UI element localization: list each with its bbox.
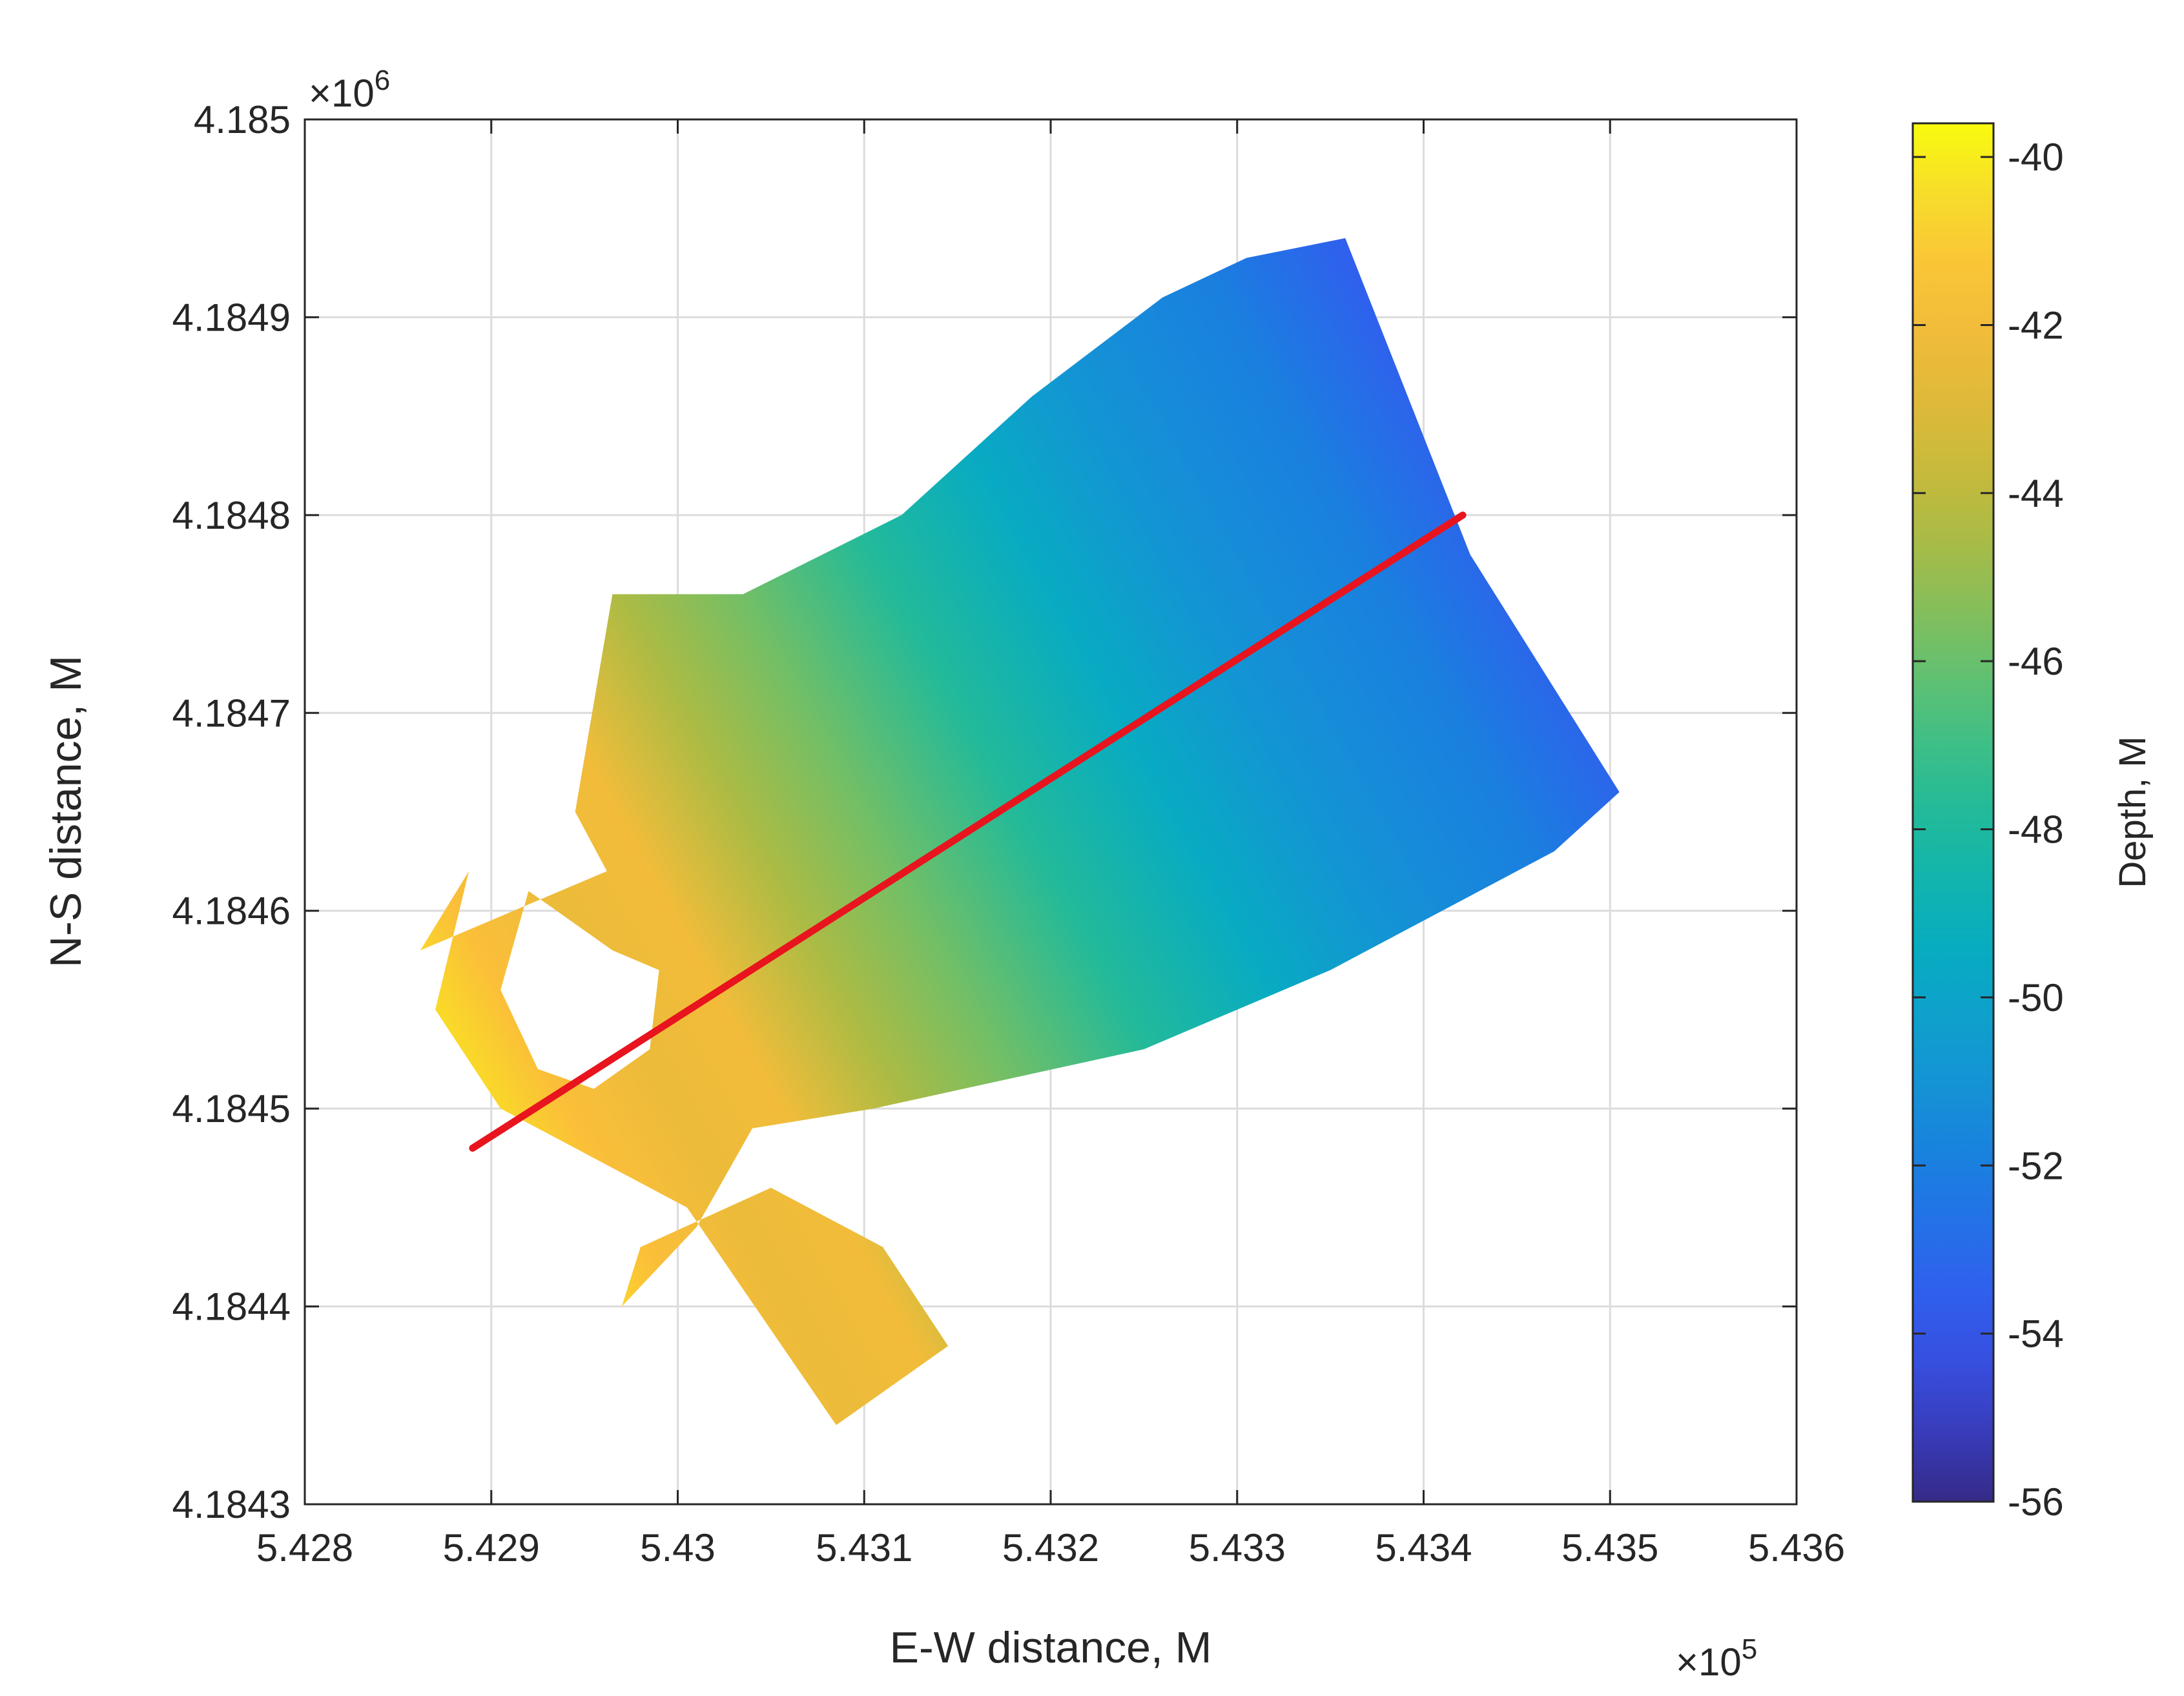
colorbar-label: Depth, M [2112,736,2154,888]
y-tick-label: 4.185 [194,98,291,141]
y-axis-ticks: 4.1843 4.1844 4.1845 4.1846 4.1847 4.1848 4.18… [172,98,1797,1526]
y-multiplier-base: ×10 [309,72,375,115]
x-tick-label: 5.432 [1002,1526,1099,1569]
bathymetry-surface [420,238,1620,1425]
x-tick-label: 5.428 [256,1526,353,1569]
y-tick-label: 4.1846 [172,890,291,933]
y-tick-label: 4.1847 [172,691,291,735]
colorbar-tick-label: -46 [2008,640,2064,683]
colorbar [1911,122,1995,1503]
colorbar-tick-label: -44 [2008,472,2064,515]
y-multiplier-exp: 6 [375,65,390,96]
y-tick-label: 4.1849 [172,296,291,339]
y-tick-label: 4.1844 [172,1285,291,1329]
x-tick-label: 5.434 [1375,1526,1472,1569]
x-axis-multiplier: ×105 [1676,1633,1757,1684]
colorbar-tick-label: -52 [2008,1144,2064,1187]
x-multiplier-base: ×10 [1676,1640,1742,1684]
y-tick-label: 4.1843 [172,1483,291,1526]
colorbar-tick-label: -48 [2008,808,2064,852]
x-tick-label: 5.431 [816,1526,912,1569]
x-tick-label: 5.433 [1189,1526,1286,1569]
x-tick-label: 5.43 [640,1526,716,1569]
x-tick-label: 5.436 [1748,1526,1845,1569]
transect-line [469,511,1467,1152]
colorbar-tick-label: -50 [2008,976,2064,1019]
x-tick-label: 5.429 [443,1526,540,1569]
x-tick-label: 5.435 [1561,1526,1658,1569]
colorbar-tick-label: -56 [2008,1480,2064,1524]
y-tick-label: 4.1848 [172,494,291,537]
colorbar-tick-label: -40 [2008,136,2064,179]
x-axis-label: E-W distance, M [890,1623,1212,1672]
y-axis-label: N-S distance, M [41,655,90,968]
y-axis-multiplier: ×106 [309,65,390,115]
x-multiplier-exp: 5 [1742,1633,1757,1665]
colorbar-ticks: -40 -42 -44 -46 -48 -50 -52 -54 -56 [1913,136,2064,1524]
x-axis-ticks: 5.428 5.429 5.43 5.431 5.432 5.433 5.434 5.435 5… [256,119,1845,1569]
colorbar-tick-label: -42 [2008,303,2064,347]
y-tick-label: 4.1845 [172,1087,291,1130]
colorbar-tick-label: -54 [2008,1313,2064,1356]
